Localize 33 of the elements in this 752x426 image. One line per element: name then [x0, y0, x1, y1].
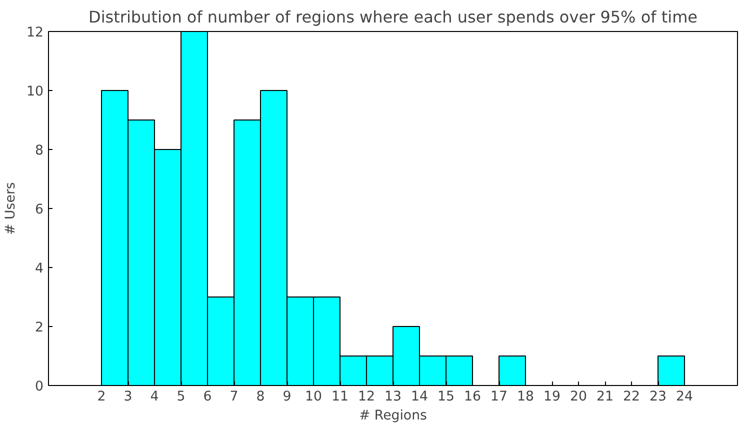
y-axis-title: # Users: [4, 182, 19, 235]
y-tick-label: 12: [26, 26, 44, 40]
chart-title: Distribution of number of regions where each user spends over 95% of time: [88, 8, 698, 26]
x-tick-label: 22: [623, 390, 640, 404]
x-tick-label: 8: [256, 390, 265, 404]
x-tick-label: 14: [411, 390, 428, 404]
x-tick-label: 10: [305, 390, 322, 404]
x-tick-label: 9: [282, 390, 292, 404]
x-tick-label: 4: [150, 390, 159, 404]
x-axis-title: # Regions: [359, 408, 428, 424]
x-tick-label: 3: [124, 390, 132, 404]
x-tick-label: 20: [570, 390, 587, 404]
y-tick-label: 8: [35, 144, 44, 158]
x-tick-label: 19: [544, 390, 560, 404]
x-tick-label: 21: [596, 390, 614, 404]
x-tick-label: 6: [203, 390, 212, 404]
y-tick-label: 0: [35, 380, 44, 394]
y-tick-label: 10: [26, 84, 44, 100]
y-tick-label: 2: [35, 320, 44, 336]
x-tick-label: 17: [490, 390, 508, 404]
x-tick-label: 7: [230, 390, 238, 404]
x-tick-label: 18: [517, 390, 534, 404]
x-tick-label: 12: [358, 390, 375, 404]
y-tick-label: 4: [35, 262, 44, 276]
x-tick-label: 15: [438, 390, 454, 404]
y-tick-label: 6: [35, 202, 44, 218]
x-tick-label: 2: [97, 390, 106, 404]
x-tick-label: 24: [676, 390, 693, 404]
x-tick-label: 11: [332, 390, 348, 404]
x-tick-label: 5: [176, 390, 186, 404]
x-tick-label: 23: [650, 390, 666, 404]
x-tick-label: 13: [384, 390, 402, 404]
x-tick-label: 16: [464, 390, 481, 404]
